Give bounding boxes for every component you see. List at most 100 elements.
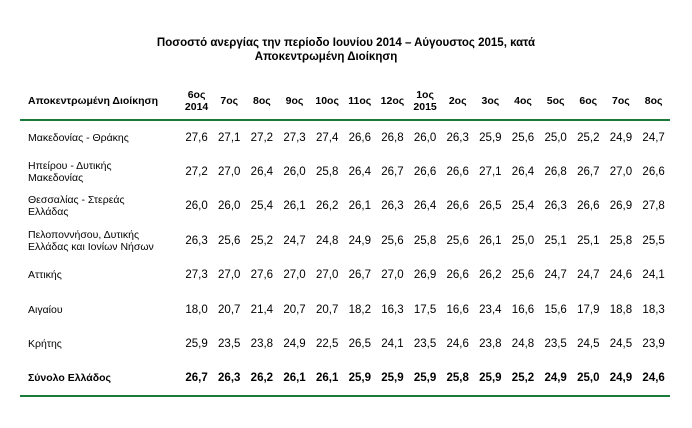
region-name: Ηπείρου - Δυτικής Μακεδονίας — [20, 155, 180, 190]
table-cell: 18,0 — [185, 303, 208, 316]
table-cell: 23,5 — [544, 338, 567, 351]
table-cell: 26,5 — [348, 338, 371, 351]
month-column-header: 11ος — [343, 82, 377, 121]
table-cell: 25,0 — [544, 131, 567, 144]
table-cell: 26,7 — [381, 165, 404, 178]
table-cell: 26,0 — [283, 165, 306, 178]
table-cell: 22,5 — [315, 338, 339, 351]
table-cell: 26,6 — [413, 165, 437, 178]
table-cell: 26,5 — [479, 200, 502, 213]
table-cell: 26,8 — [544, 165, 567, 178]
month-label: 5ος — [546, 94, 565, 107]
table-row: Αττικής 27,3 27,0 27,6 27,0 27,0 26,7 27,0 26,9 2… — [20, 258, 670, 293]
total-cell: 26,1 — [278, 361, 311, 397]
table-cell: 24,7 — [283, 234, 306, 247]
month-column-header: 10ος — [310, 82, 344, 121]
region-column-header: Αποκεντρωμένη Διοίκηση — [20, 82, 181, 121]
table-cell: 26,3 — [544, 200, 567, 213]
total-cell: 26,2 — [245, 361, 279, 397]
table-row: Θεσσαλίας - Στερεάς Ελλάδας 26,0 26,0 25,4 26… — [20, 189, 670, 224]
total-cell: 25,2 — [506, 361, 540, 397]
table-row: Κρήτης 25,9 23,5 23,8 24,9 22,5 26,5 24,1 23,5 24… — [20, 327, 670, 362]
month-label: 1ος — [416, 88, 434, 101]
table-cell: 24,8 — [511, 338, 535, 351]
table-cell: 26,2 — [479, 269, 502, 282]
month-column-header: 8ος — [637, 82, 670, 121]
total-label: Σύνολο Ελλάδος — [20, 361, 181, 397]
region-name: Πελοποννήσου, Δυτικής Ελλάδας και Ιονίων … — [20, 224, 180, 259]
total-row: Σύνολο Ελλάδος 26,7 26,3 26,2 26,1 26,1 25,9 25… — [20, 361, 670, 397]
table-cell: 26,9 — [413, 269, 437, 282]
region-name-line: Ηπείρου - Δυτικής — [28, 159, 112, 172]
table-cell: 24,7 — [577, 269, 600, 282]
table-title: Ποσοστό ανεργίας την περίοδο Ιουνίου 201… — [0, 36, 692, 64]
table-cell: 26,1 — [283, 200, 306, 213]
table-cell: 25,6 — [511, 269, 535, 282]
table-cell: 26,1 — [348, 200, 371, 213]
total-cell: 25,9 — [343, 361, 377, 397]
month-column-header: 7ος — [604, 82, 638, 121]
table-cell: 25,8 — [609, 234, 633, 247]
month-label: 7ος — [220, 94, 239, 107]
region-name-line: Κρήτης — [28, 338, 62, 351]
table-cell: 25,4 — [250, 200, 274, 213]
table-cell: 25,8 — [315, 165, 339, 178]
table-cell: 26,7 — [348, 269, 371, 282]
table-cell: 25,2 — [250, 234, 274, 247]
region-name-line: Ελλάδας — [28, 206, 69, 219]
month-column-header: 6ος — [571, 82, 605, 121]
table-cell: 26,0 — [413, 131, 437, 144]
table-cell: 24,6 — [609, 269, 633, 282]
region-name-line: Θεσσαλίας - Στερεάς — [28, 194, 125, 207]
month-label: 10ος — [315, 94, 339, 107]
table-cell: 24,7 — [544, 269, 567, 282]
table-row: Αιγαίου 18,0 20,7 21,4 20,7 20,7 18,2 16,3 17,5 1… — [20, 293, 670, 328]
table-cell: 26,0 — [185, 200, 208, 213]
table-cell: 27,4 — [315, 131, 339, 144]
table-cell: 15,6 — [544, 303, 567, 316]
table-cell: 26,0 — [218, 200, 241, 213]
month-label: 11ος — [348, 94, 372, 107]
table-cell: 27,0 — [381, 269, 404, 282]
table-cell: 23,5 — [218, 338, 241, 351]
month-label: 3ος — [481, 94, 500, 107]
unemployment-table: Αποκεντρωμένη Διοίκηση 6ος 2014 7ος 8ος 9ος 1… — [20, 82, 670, 397]
table-cell: 26,4 — [511, 165, 535, 178]
table-cell: 20,7 — [283, 303, 306, 316]
table-cell: 25,0 — [511, 234, 535, 247]
table-cell: 24,5 — [577, 338, 600, 351]
table-cell: 25,6 — [218, 234, 241, 247]
table-cell: 26,6 — [446, 165, 469, 178]
table-cell: 16,6 — [511, 303, 535, 316]
month-label: 6ος — [187, 88, 206, 101]
table-row: Πελοποννήσου, Δυτικής Ελλάδας και Ιονίων … — [20, 224, 670, 259]
region-name: Μακεδονίας - Θράκης — [20, 120, 180, 155]
table-cell: 27,1 — [218, 131, 241, 144]
table-cell: 25,5 — [642, 234, 665, 247]
table-cell: 26,7 — [577, 165, 600, 178]
month-column-header: 5ος — [539, 82, 572, 121]
region-name-line: Μακεδονίας - Θράκης — [28, 131, 129, 144]
month-column-header: 2ος — [441, 82, 475, 121]
month-label: 7ος — [612, 94, 630, 107]
month-column-header: 4ος — [506, 82, 540, 121]
total-cell: 25,8 — [441, 361, 475, 397]
table-cell: 26,3 — [446, 131, 469, 144]
table-cell: 25,6 — [511, 131, 535, 144]
total-cell: 25,9 — [474, 361, 507, 397]
region-name-line: Πελοποννήσου, Δυτικής — [28, 228, 140, 241]
month-label: 9ος — [285, 94, 304, 107]
region-name-line: Αιγαίου — [28, 303, 63, 316]
region-name-line: Μακεδονίας — [28, 171, 84, 184]
table-cell: 27,0 — [218, 165, 241, 178]
table-cell: 24,9 — [348, 234, 371, 247]
table-cell: 23,8 — [250, 338, 274, 351]
table-cell: 17,5 — [413, 303, 437, 316]
table-cell: 26,3 — [381, 200, 404, 213]
table-cell: 26,3 — [185, 234, 208, 247]
month-column-header: 3ος — [474, 82, 507, 121]
table-cell: 24,8 — [315, 234, 339, 247]
table-cell: 24,7 — [642, 131, 665, 144]
table-cell: 23,5 — [413, 338, 437, 351]
table-cell: 25,4 — [511, 200, 535, 213]
